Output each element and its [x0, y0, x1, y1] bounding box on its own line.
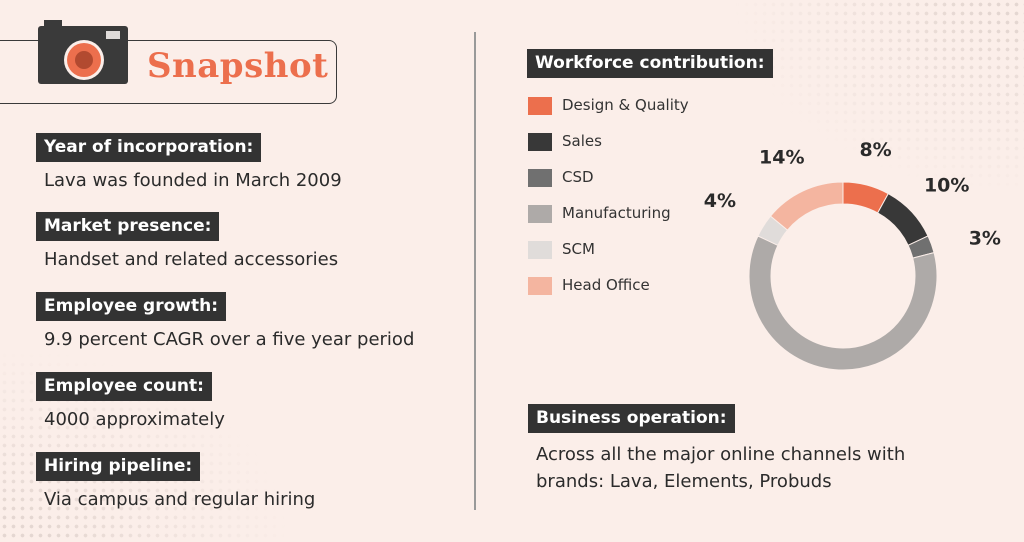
workforce-donut-chart: 8%10%3%61%4%14%	[704, 140, 1001, 371]
legend-item-scm: SCM	[528, 240, 728, 260]
legend-swatch	[528, 97, 552, 115]
legend-label: Manufacturing	[562, 204, 671, 222]
fact-value-hiring: Via campus and regular hiring	[44, 489, 316, 510]
legend-label: Head Office	[562, 276, 650, 294]
legend-swatch	[528, 277, 552, 295]
business-operation-label: Business operation:	[528, 404, 735, 433]
donut-slice-manufacturing	[748, 235, 938, 371]
legend-label: Design & Quality	[562, 96, 689, 114]
donut-slice-sales	[877, 192, 929, 247]
page-title: Snapshot	[147, 46, 329, 86]
dot-pattern-top-right	[724, 0, 1024, 200]
fact-label-hiring: Hiring pipeline:	[36, 452, 201, 481]
legend-label: Sales	[562, 132, 602, 150]
legend-swatch	[528, 205, 552, 223]
fact-value-count: 4000 approximately	[44, 409, 225, 430]
legend-swatch	[528, 169, 552, 187]
data-label-head-office: 14%	[759, 147, 804, 169]
legend-item-design-quality: Design & Quality	[528, 96, 728, 116]
fact-value-growth: 9.9 percent CAGR over a five year period	[44, 329, 415, 350]
fact-label-count: Employee count:	[36, 372, 212, 401]
data-label-scm: 4%	[704, 190, 736, 212]
camera-icon	[38, 20, 130, 92]
data-label-sales: 10%	[924, 174, 969, 196]
fact-label-incorporation: Year of incorporation:	[36, 133, 262, 162]
legend-label: SCM	[562, 240, 595, 258]
data-label-design-quality: 8%	[859, 140, 891, 161]
donut-slice-head-office	[769, 181, 844, 231]
fact-label-growth: Employee growth:	[36, 292, 227, 321]
fact-value-market: Handset and related accessories	[44, 249, 339, 270]
legend-swatch	[528, 241, 552, 259]
legend-item-head-office: Head Office	[528, 276, 728, 296]
title-frame	[0, 40, 337, 104]
business-operation-text: Across all the major online channels wit…	[536, 444, 906, 492]
chart-title: Workforce contribution:	[527, 49, 773, 78]
legend-label: CSD	[562, 168, 594, 186]
legend-item-manufacturing: Manufacturing	[528, 204, 728, 224]
data-label-csd: 3%	[969, 227, 1001, 249]
legend-item-sales: Sales	[528, 132, 728, 152]
legend-item-csd: CSD	[528, 168, 728, 188]
legend-swatch	[528, 133, 552, 151]
fact-value-incorporation: Lava was founded in March 2009	[44, 170, 342, 191]
fact-label-market: Market presence:	[36, 212, 220, 241]
column-divider	[474, 32, 476, 510]
